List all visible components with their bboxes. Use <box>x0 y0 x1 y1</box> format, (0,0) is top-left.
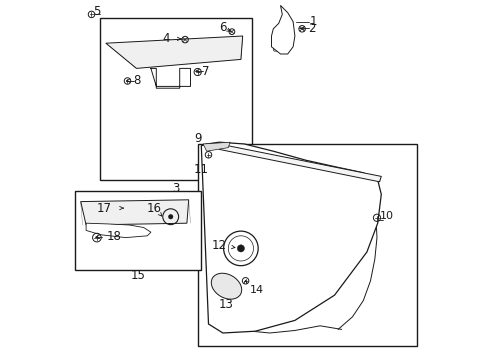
Ellipse shape <box>211 273 241 299</box>
Bar <box>101 18 251 180</box>
Polygon shape <box>219 144 381 182</box>
Circle shape <box>237 245 244 252</box>
FancyBboxPatch shape <box>273 35 288 51</box>
Text: 1: 1 <box>309 15 317 28</box>
Polygon shape <box>201 142 381 333</box>
Polygon shape <box>203 142 230 151</box>
Text: 13: 13 <box>219 298 233 311</box>
Text: 3: 3 <box>172 182 180 195</box>
Text: 7: 7 <box>202 65 209 78</box>
Bar <box>75 191 201 270</box>
Text: 10: 10 <box>379 211 393 221</box>
Circle shape <box>168 214 173 219</box>
Text: 11: 11 <box>193 163 208 176</box>
Polygon shape <box>106 36 242 68</box>
Text: 15: 15 <box>131 269 145 282</box>
Polygon shape <box>86 223 151 238</box>
Text: 4: 4 <box>163 32 170 45</box>
Bar <box>197 144 416 346</box>
Text: 17: 17 <box>96 202 111 215</box>
Text: 14: 14 <box>249 285 264 295</box>
Text: 6: 6 <box>219 21 226 34</box>
Polygon shape <box>271 5 294 54</box>
Text: 18: 18 <box>107 230 122 243</box>
Text: 2: 2 <box>307 22 315 35</box>
Text: 8: 8 <box>133 74 140 87</box>
Text: 5: 5 <box>93 5 101 18</box>
Text: 16: 16 <box>146 202 161 215</box>
Polygon shape <box>81 200 188 225</box>
Text: 9: 9 <box>194 132 201 145</box>
Text: 12: 12 <box>211 239 226 252</box>
